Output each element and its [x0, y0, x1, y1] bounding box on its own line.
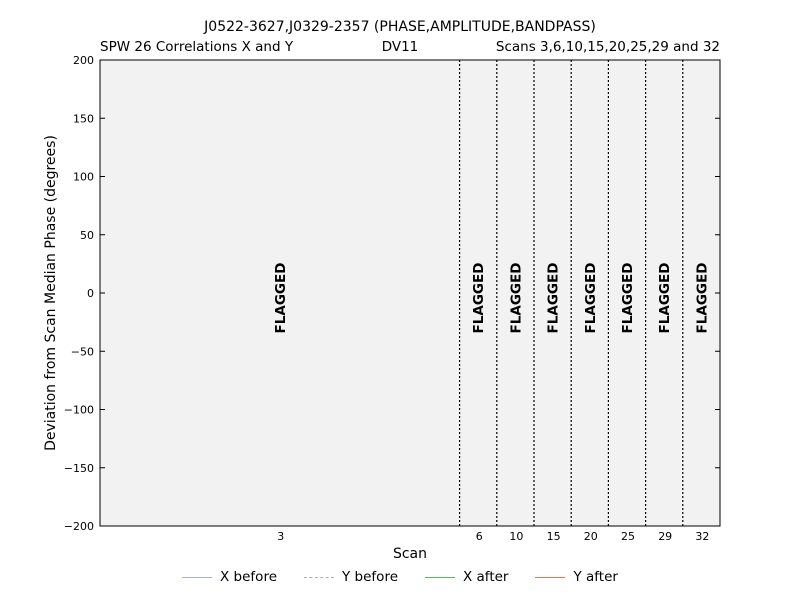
legend-item: X before: [182, 566, 277, 588]
flagged-label: FLAGGED: [620, 263, 636, 334]
flagged-label: FLAGGED: [546, 263, 562, 334]
legend-label: X after: [463, 569, 509, 585]
legend-item: Y after: [535, 566, 618, 588]
x-axis-label: Scan: [393, 546, 427, 562]
flagged-label: FLAGGED: [583, 263, 599, 334]
plot-area: [100, 60, 720, 526]
y-tick-label: −200: [64, 520, 94, 533]
spw-subtitle: SPW 26 Correlations X and Y: [100, 39, 294, 55]
flagged-label: FLAGGED: [657, 263, 673, 334]
x-tick-label: 10: [509, 530, 523, 543]
legend-item: X after: [425, 566, 508, 588]
y-tick-label: −100: [64, 404, 94, 417]
x-tick-label: 32: [695, 530, 709, 543]
legend: X before Y before X after Y after: [0, 566, 800, 588]
flagged-label: FLAGGED: [471, 263, 487, 334]
flagged-label: FLAGGED: [508, 263, 524, 334]
legend-label: Y after: [573, 569, 618, 585]
x-tick-label: 6: [476, 530, 483, 543]
y-tick-label: 50: [80, 229, 94, 242]
scans-subtitle: Scans 3,6,10,15,20,25,29 and 32: [495, 39, 720, 55]
legend-item: Y before: [304, 566, 398, 588]
x-tick-label: 15: [547, 530, 561, 543]
x-tick-label: 25: [621, 530, 635, 543]
chart-title: J0522-3627,J0329-2357 (PHASE,AMPLITUDE,B…: [204, 19, 596, 35]
x-tick-label: 20: [584, 530, 598, 543]
y-axis-label: Deviation from Scan Median Phase (degree…: [43, 135, 59, 451]
legend-label: X before: [220, 569, 278, 585]
flagged-label: FLAGGED: [694, 263, 710, 334]
x-tick-label: 29: [658, 530, 672, 543]
legend-line-swatch: [182, 576, 213, 578]
plot-frame: [99, 59, 721, 527]
y-tick-label: 150: [73, 112, 94, 125]
y-tick-label: 0: [87, 287, 94, 300]
x-tick-label: 3: [277, 530, 284, 543]
legend-line-swatch: [304, 576, 335, 578]
y-tick-label: 100: [73, 171, 94, 184]
y-tick-label: −150: [64, 462, 94, 475]
y-tick-label: −50: [71, 345, 94, 358]
legend-line-swatch: [535, 576, 566, 578]
legend-line-swatch: [425, 576, 455, 578]
flagged-label: FLAGGED: [273, 263, 289, 334]
antenna-subtitle: DV11: [381, 39, 419, 55]
legend-label: Y before: [342, 569, 398, 585]
y-tick-label: 200: [73, 54, 94, 67]
